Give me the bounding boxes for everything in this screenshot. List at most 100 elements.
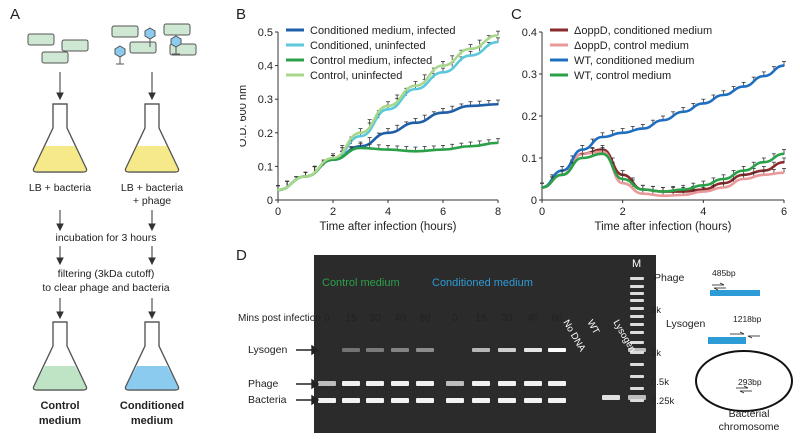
- chromosome-label-line1: Bacterial: [728, 408, 770, 420]
- x-tick-label: 6: [781, 206, 787, 218]
- marker-size-0-5k: 0.5k: [651, 377, 669, 388]
- data-point: [359, 147, 362, 149]
- data-point: [662, 119, 664, 121]
- data-point: [469, 105, 472, 107]
- marker-band: [630, 277, 644, 280]
- control-medium-label: Control medium: [322, 277, 400, 289]
- schematic-phage-label: Phage: [654, 272, 685, 284]
- panel-letter-a: A: [10, 6, 21, 23]
- band-phage: [318, 381, 336, 386]
- band-bacteria: [498, 398, 516, 403]
- band-label-bacteria: Bacteria: [248, 394, 287, 406]
- band-lysogen: [366, 348, 384, 352]
- legend-label: Conditioned, uninfected: [310, 40, 426, 52]
- data-point: [763, 174, 765, 176]
- growth-chart-b: 0 2 4 6 8 0 0.1 0.2 0.3 0.4 0.5 Time after infectio…: [240, 25, 501, 233]
- data-point: [442, 64, 444, 67]
- band-bacteria: [548, 398, 566, 403]
- data-point: [621, 182, 624, 184]
- marker-band: [630, 307, 644, 310]
- data-point: [601, 136, 604, 138]
- x-axis-label: Time after infection (hours): [320, 221, 457, 233]
- data-point: [332, 157, 334, 159]
- marker-band: [630, 351, 644, 354]
- x-tick-label: 6: [440, 206, 446, 218]
- x-tick-label: 2: [620, 206, 626, 218]
- y-tick-label: 0.1: [522, 153, 537, 165]
- y-tick-label: 0.3: [258, 94, 273, 106]
- marker-band: [630, 331, 644, 334]
- lane-label: 30: [501, 313, 513, 324]
- data-point: [601, 153, 604, 155]
- data-point: [497, 34, 499, 37]
- left-flask-label: LB + bacteria: [28, 182, 92, 194]
- y-tick-label: 0.1: [258, 161, 273, 173]
- lane-label: 60: [551, 313, 563, 324]
- data-point: [702, 184, 705, 187]
- series-line-c-3: [541, 152, 785, 193]
- marker-band: [630, 323, 644, 326]
- legend-label: ΔoppD, conditioned medium: [574, 25, 712, 37]
- chromosome-label-line2: chromosome: [718, 421, 780, 433]
- x-tick-label: 0: [539, 206, 545, 218]
- band-lysogen: [472, 348, 490, 352]
- lane-label: 0: [324, 313, 330, 324]
- result-right-line1: Conditioned: [119, 400, 185, 412]
- data-point: [763, 75, 765, 77]
- x-tick-label: 2: [330, 206, 336, 218]
- result-left-line1: Control: [40, 400, 80, 412]
- band-lysogen: [498, 348, 516, 352]
- data-point: [541, 186, 543, 189]
- marker-size-1k: 1k: [651, 348, 662, 359]
- data-point: [783, 161, 785, 163]
- data-point: [359, 132, 362, 134]
- y-tick-label: 0.2: [522, 111, 537, 123]
- marker-band: [630, 292, 644, 295]
- step-incubation: incubation for 3 hours: [55, 232, 157, 244]
- y-tick-label: 0: [531, 195, 537, 207]
- chromosome-schematic: [695, 282, 793, 412]
- data-point: [722, 186, 725, 189]
- marker-band: [630, 363, 644, 366]
- y-tick-label: 0.4: [258, 61, 273, 73]
- data-point: [581, 157, 584, 159]
- data-point: [783, 64, 785, 67]
- data-point: [642, 127, 644, 130]
- band-phage: [446, 381, 464, 386]
- result-right-line2: medium: [130, 415, 174, 427]
- band-lysogen: [391, 348, 409, 352]
- bacteria-and-phage-icon: [111, 23, 197, 65]
- workflow-arrows-top: [56, 72, 156, 101]
- y-tick-label: 0.5: [258, 27, 273, 39]
- workflow-diagram: [27, 23, 197, 391]
- schematic-chromosome-bp: 293bp: [738, 377, 762, 387]
- lysogen-segment: [708, 337, 746, 344]
- step-filter-line1: filtering (3kDa cutoff): [57, 268, 155, 280]
- flask-lb-bacteria-phage-icon: [124, 103, 180, 173]
- flask-lb-bacteria-icon: [32, 103, 88, 173]
- band-phage: [416, 381, 434, 386]
- growth-chart-c: 0 2 4 6 0 0.1 0.2 0.3 0.4 Time after infection (h…: [522, 25, 787, 233]
- lysogen-primer-arrows-icon: [730, 331, 760, 339]
- y-tick-label: 0.3: [522, 69, 537, 81]
- band-arrows: [296, 344, 320, 406]
- data-point: [702, 102, 705, 105]
- marker-band: [630, 341, 644, 344]
- band-bacteria: [391, 398, 409, 403]
- lane-label: 40: [527, 313, 539, 324]
- legend-label: WT, conditioned medium: [574, 55, 694, 67]
- data-point: [742, 178, 745, 180]
- panel-letter-b: B: [236, 6, 247, 23]
- band-bacteria: [524, 398, 542, 403]
- band-lysogen: [342, 348, 360, 352]
- legend-label: WT, control medium: [574, 70, 671, 82]
- phage-segment: [710, 290, 760, 296]
- result-left-line2: medium: [38, 415, 82, 427]
- lane-label: 15: [475, 313, 487, 324]
- data-point: [497, 142, 499, 144]
- data-point: [702, 190, 705, 193]
- data-point: [442, 148, 444, 151]
- y-tick-label: 0.2: [258, 128, 273, 140]
- marker-band: [630, 399, 644, 402]
- conditioned-medium-label: Conditioned medium: [432, 277, 533, 289]
